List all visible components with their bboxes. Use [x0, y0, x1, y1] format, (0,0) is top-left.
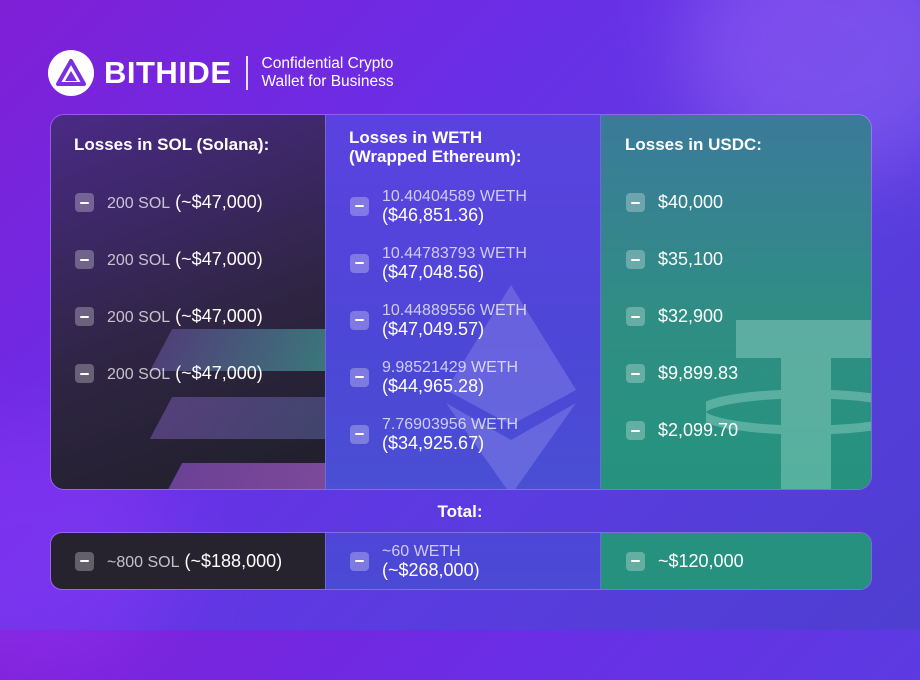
sol-amount: 200 SOL: [107, 309, 171, 326]
weth-amount: 10.40404589 WETH: [382, 188, 527, 205]
sol-usd-value: (~$47,000): [175, 363, 263, 383]
weth-loss-item: 10.44889556 WETH ($47,049.57): [350, 301, 527, 339]
weth-loss-item: 7.76903956 WETH ($34,925.67): [350, 415, 518, 453]
total-usdc-item: ~$120,000: [626, 533, 744, 589]
minus-icon: [350, 367, 369, 387]
sol-amount: 200 SOL: [107, 366, 171, 383]
weth-loss-item: 10.40404589 WETH ($46,851.36): [350, 187, 527, 225]
usdc-usd-value: $35,100: [658, 249, 724, 269]
weth-loss-item: 10.44783793 WETH ($47,048.56): [350, 244, 527, 282]
weth-title-line-2: (Wrapped Ethereum):: [349, 147, 522, 166]
tether-logo-icon: [706, 320, 871, 489]
minus-icon: [626, 250, 645, 269]
usdc-usd-value: $2,099.70: [658, 420, 739, 440]
sol-loss-item: 200 SOL (~$47,000): [75, 306, 263, 327]
total-weth-cell: ~60 WETH (~$268,000): [325, 533, 601, 589]
sol-column-title: Losses in SOL (Solana):: [74, 135, 270, 154]
sol-loss-item: 200 SOL (~$47,000): [75, 249, 263, 270]
brand-name: BITHIDE: [104, 55, 232, 90]
minus-icon: [75, 551, 94, 571]
weth-usd-value: ($44,965.28): [382, 376, 485, 396]
usdc-usd-value: $32,900: [658, 306, 724, 326]
tagline-line-1: Confidential Crypto: [261, 55, 394, 72]
total-usdc-cell: ~$120,000: [601, 533, 871, 589]
total-weth-usd: (~$268,000): [382, 560, 480, 580]
weth-loss-item: 9.98521429 WETH ($44,965.28): [350, 358, 518, 396]
totals-row: ~800 SOL (~$188,000) ~60 WETH (~$268,000)…: [50, 532, 872, 590]
sol-amount: 200 SOL: [107, 252, 171, 269]
weth-amount: 7.76903956 WETH: [382, 416, 519, 433]
minus-icon: [350, 310, 369, 330]
total-sol-cell: ~800 SOL (~$188,000): [51, 533, 325, 589]
usdc-column-title: Losses in USDC:: [625, 135, 762, 154]
minus-icon: [75, 250, 94, 269]
sol-amount: 200 SOL: [107, 195, 171, 212]
weth-usd-value: ($34,925.67): [382, 433, 485, 453]
sol-usd-value: (~$47,000): [175, 306, 263, 326]
weth-column-title: Losses in WETH (Wrapped Ethereum):: [349, 128, 522, 166]
tagline-line-2: Wallet for Business: [261, 73, 394, 90]
sol-loss-item: 200 SOL (~$47,000): [75, 192, 263, 213]
brand-divider: [245, 56, 248, 90]
usdc-usd-value: $40,000: [658, 192, 724, 212]
total-sol-item: ~800 SOL (~$188,000): [75, 533, 282, 589]
usdc-loss-item: $40,000: [626, 192, 723, 213]
sol-usd-value: (~$47,000): [175, 249, 263, 269]
minus-icon: [350, 196, 369, 216]
total-weth-item: ~60 WETH (~$268,000): [350, 533, 480, 589]
usdc-usd-value: $9,899.83: [658, 363, 739, 383]
minus-icon: [626, 551, 645, 571]
weth-usd-value: ($47,049.57): [382, 319, 485, 339]
minus-icon: [626, 421, 645, 440]
minus-icon: [75, 193, 94, 212]
bithide-logo-icon: [48, 50, 94, 96]
usdc-loss-item: $9,899.83: [626, 363, 738, 384]
minus-icon: [75, 307, 94, 326]
weth-column: Losses in WETH (Wrapped Ethereum): 10.40…: [325, 115, 601, 489]
minus-icon: [350, 253, 369, 273]
minus-icon: [350, 551, 369, 571]
weth-title-line-1: Losses in WETH: [349, 128, 483, 147]
usdc-column: Losses in USDC: $40,000 $35,100 $32,900 …: [601, 115, 871, 489]
sol-usd-value: (~$47,000): [175, 192, 263, 212]
losses-table: Losses in SOL (Solana): 200 SOL (~$47,00…: [50, 114, 872, 490]
weth-amount: 10.44783793 WETH: [382, 245, 527, 262]
brand-header: BITHIDE Confidential Crypto Wallet for B…: [48, 48, 394, 98]
minus-icon: [75, 364, 94, 383]
minus-icon: [626, 364, 645, 383]
minus-icon: [350, 424, 369, 444]
ethereum-logo-icon: [446, 285, 576, 489]
total-label: Total:: [437, 502, 483, 521]
usdc-loss-item: $2,099.70: [626, 420, 738, 441]
sol-column: Losses in SOL (Solana): 200 SOL (~$47,00…: [51, 115, 325, 489]
usdc-loss-item: $32,900: [626, 306, 723, 327]
total-usdc-usd: ~$120,000: [658, 550, 744, 571]
total-sol-amount: ~800 SOL: [107, 553, 180, 571]
total-weth-amount: ~60 WETH: [382, 543, 461, 560]
weth-amount: 9.98521429 WETH: [382, 359, 519, 376]
weth-amount: 10.44889556 WETH: [382, 302, 527, 319]
minus-icon: [626, 193, 645, 212]
sol-loss-item: 200 SOL (~$47,000): [75, 363, 263, 384]
weth-usd-value: ($46,851.36): [382, 205, 485, 225]
weth-usd-value: ($47,048.56): [382, 262, 485, 282]
usdc-loss-item: $35,100: [626, 249, 723, 270]
total-sol-usd: (~$188,000): [184, 550, 283, 571]
minus-icon: [626, 307, 645, 326]
brand-tagline: Confidential Crypto Wallet for Business: [262, 55, 394, 91]
